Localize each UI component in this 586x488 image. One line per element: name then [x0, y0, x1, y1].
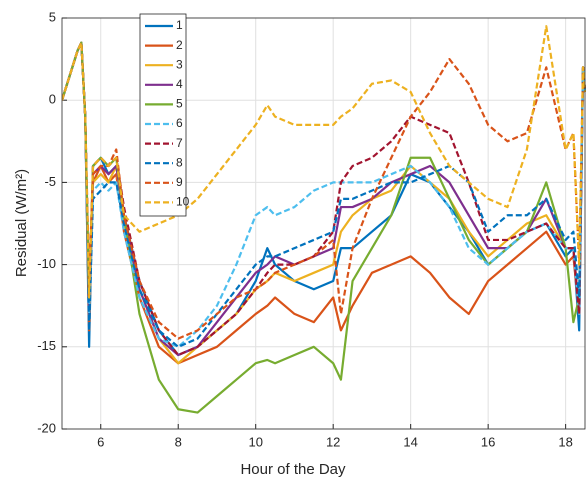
y-axis-label: Residual (W/m²) [13, 169, 30, 277]
x-tick-label: 16 [481, 434, 495, 449]
legend-label: 1 [176, 18, 183, 32]
legend-label: 4 [176, 77, 183, 91]
series-line [62, 25, 586, 299]
series-line [62, 41, 586, 365]
series-line [62, 41, 586, 340]
x-tick-label: 10 [248, 434, 262, 449]
legend-label: 2 [176, 38, 183, 52]
legend-label: 9 [176, 175, 183, 189]
x-tick-label: 12 [326, 434, 340, 449]
x-tick-label: 8 [175, 434, 182, 449]
legend-label: 3 [176, 57, 183, 71]
y-tick-label: -15 [37, 338, 56, 353]
series-lines [62, 25, 586, 414]
x-tick-label: 14 [403, 434, 417, 449]
y-tick-label: 0 [49, 92, 56, 107]
x-tick-label: 18 [558, 434, 572, 449]
axes-box [61, 17, 586, 430]
series-line [62, 41, 586, 348]
legend-label: 10 [176, 195, 190, 209]
y-tick-label: -10 [37, 256, 56, 271]
legend-label: 5 [176, 97, 183, 111]
legend-label: 7 [176, 136, 183, 150]
series-line [62, 41, 586, 365]
y-tick-label: -5 [44, 174, 56, 189]
x-axis-label: Hour of the Day [240, 461, 346, 478]
legend: 1 2 3 4 5 6 7 8 9 10 [139, 13, 190, 217]
x-tick-label: 6 [97, 434, 104, 449]
y-tick-label: -20 [37, 420, 56, 435]
legend-label: 6 [176, 116, 183, 130]
y-tick-label: 5 [49, 9, 56, 24]
legend-label: 8 [176, 155, 183, 169]
series-line [62, 41, 586, 348]
